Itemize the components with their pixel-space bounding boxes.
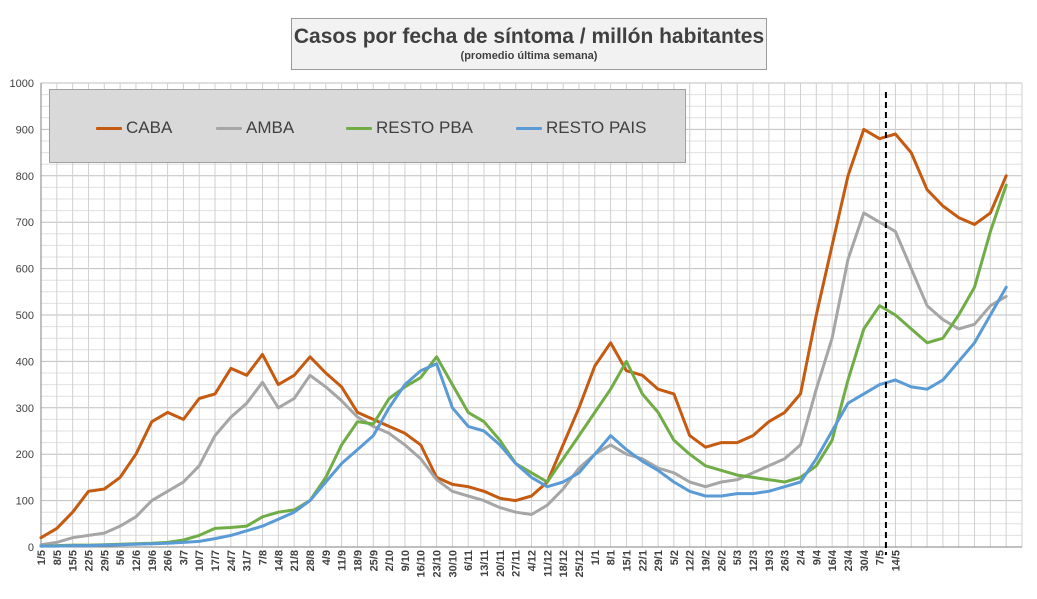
x-tick-label: 7/5: [875, 550, 887, 565]
legend-entry-resto-pais: RESTO PAIS: [516, 118, 646, 138]
x-tick-label: 14/5: [890, 550, 902, 571]
x-tick-label: 10/7: [194, 550, 206, 571]
tick-labels: 0 100 200 300 400 500 600 700 800 900 1000 1/5 8/5 15…: [10, 78, 903, 578]
x-tick-label: 4/9: [321, 550, 333, 565]
chart-title: Casos por fecha de síntoma / millón habi…: [293, 25, 765, 48]
x-tick-label: 7/8: [258, 550, 270, 565]
x-tick-label: 29/5: [99, 550, 111, 571]
x-tick-label: 21/8: [289, 550, 301, 571]
x-tick-label: 18/12: [558, 550, 570, 578]
y-tick-label: 600: [16, 264, 34, 276]
y-tick-label: 500: [16, 310, 34, 322]
x-tick-label: 2/4: [795, 549, 807, 565]
x-tick-label: 5/6: [115, 550, 127, 565]
x-tick-label: 1/5: [36, 550, 48, 565]
x-tick-label: 5/3: [732, 550, 744, 565]
x-tick-label: 26/6: [163, 550, 175, 571]
x-tick-label: 1/1: [590, 550, 602, 565]
x-tick-label: 12/3: [748, 550, 760, 571]
x-tick-label: 2/10: [384, 550, 396, 571]
x-tick-label: 16/4: [827, 549, 839, 571]
series-lines: [39, 127, 1008, 548]
y-tick-label: 300: [16, 403, 34, 415]
x-tick-label: 3/7: [178, 550, 190, 565]
x-tick-label: 6/11: [463, 550, 475, 571]
x-tick-label: 15/5: [68, 550, 80, 571]
chart-subtitle: (promedio última semana): [460, 50, 598, 62]
x-tick-label: 25/12: [574, 550, 586, 578]
x-tick-label: 12/6: [131, 550, 143, 571]
series-line-amba: [39, 211, 1008, 547]
y-tick-label: 400: [16, 356, 34, 368]
x-tick-label: 22/5: [83, 550, 95, 571]
x-tick-label: 17/7: [210, 550, 222, 571]
legend-label-caba: CABA: [126, 118, 173, 137]
x-tick-label: 13/11: [479, 550, 491, 577]
y-tick-label: 800: [16, 171, 34, 183]
series-line-resto-pba: [39, 183, 1008, 548]
x-tick-label: 31/7: [242, 550, 254, 571]
chart-legend: CABA AMBA RESTO PBA RESTO PAIS: [49, 89, 686, 163]
x-tick-label: 11/12: [542, 550, 554, 577]
legend-label-amba: AMBA: [246, 118, 295, 137]
x-tick-label: 30/4: [859, 549, 871, 571]
y-tick-label: 200: [16, 449, 34, 461]
legend-entry-caba: CABA: [96, 118, 172, 138]
x-tick-label: 8/1: [606, 550, 618, 565]
legend-swatch-resto-pba: [346, 126, 372, 130]
series-line-caba: [39, 127, 1008, 540]
chart-title-box: Casos por fecha de síntoma / millón habi…: [291, 18, 767, 70]
x-tick-label: 4/12: [527, 550, 539, 571]
x-tick-label: 9/4: [811, 549, 823, 565]
x-tick-label: 5/2: [669, 550, 681, 565]
x-tick-label: 12/2: [685, 550, 697, 571]
x-tick-label: 29/1: [653, 550, 665, 571]
x-tick-label: 16/10: [416, 550, 428, 578]
x-tick-label: 28/8: [305, 550, 317, 571]
legend-swatch-amba: [216, 126, 242, 130]
x-tick-label: 20/11: [495, 550, 507, 577]
x-tick-label: 30/10: [447, 550, 459, 578]
legend-label-resto-pba: RESTO PBA: [376, 118, 473, 137]
legend-label-resto-pais: RESTO PAIS: [546, 118, 647, 137]
y-tick-label: 0: [28, 542, 34, 554]
y-tick-label: 700: [16, 217, 34, 229]
legend-entry-amba: AMBA: [216, 118, 294, 138]
x-tick-label: 24/7: [226, 550, 238, 571]
x-tick-label: 23/10: [432, 550, 444, 578]
x-tick-label: 23/4: [843, 549, 855, 571]
y-tick-label: 900: [16, 124, 34, 136]
x-tick-label: 14/8: [273, 550, 285, 571]
axes: [40, 83, 1022, 548]
x-tick-label: 25/9: [368, 550, 380, 571]
x-tick-label: 27/11: [511, 550, 523, 577]
x-tick-label: 22/1: [637, 550, 649, 571]
series-line-resto-pais: [39, 285, 1008, 548]
x-tick-label: 19/3: [764, 550, 776, 571]
x-tick-label: 19/2: [701, 550, 713, 571]
x-tick-label: 26/3: [780, 550, 792, 571]
y-tick-label: 1000: [10, 78, 34, 90]
y-tick-label: 100: [16, 496, 34, 508]
legend-swatch-caba: [96, 126, 122, 130]
x-tick-label: 11/9: [337, 550, 349, 571]
x-tick-label: 9/10: [400, 550, 412, 571]
x-tick-label: 19/6: [147, 550, 159, 571]
x-tick-label: 8/5: [52, 550, 64, 565]
x-tick-label: 18/9: [352, 550, 364, 571]
legend-entry-resto-pba: RESTO PBA: [346, 118, 473, 138]
legend-swatch-resto-pais: [516, 126, 542, 130]
x-tick-label: 26/2: [716, 550, 728, 571]
x-tick-label: 15/1: [621, 550, 633, 571]
